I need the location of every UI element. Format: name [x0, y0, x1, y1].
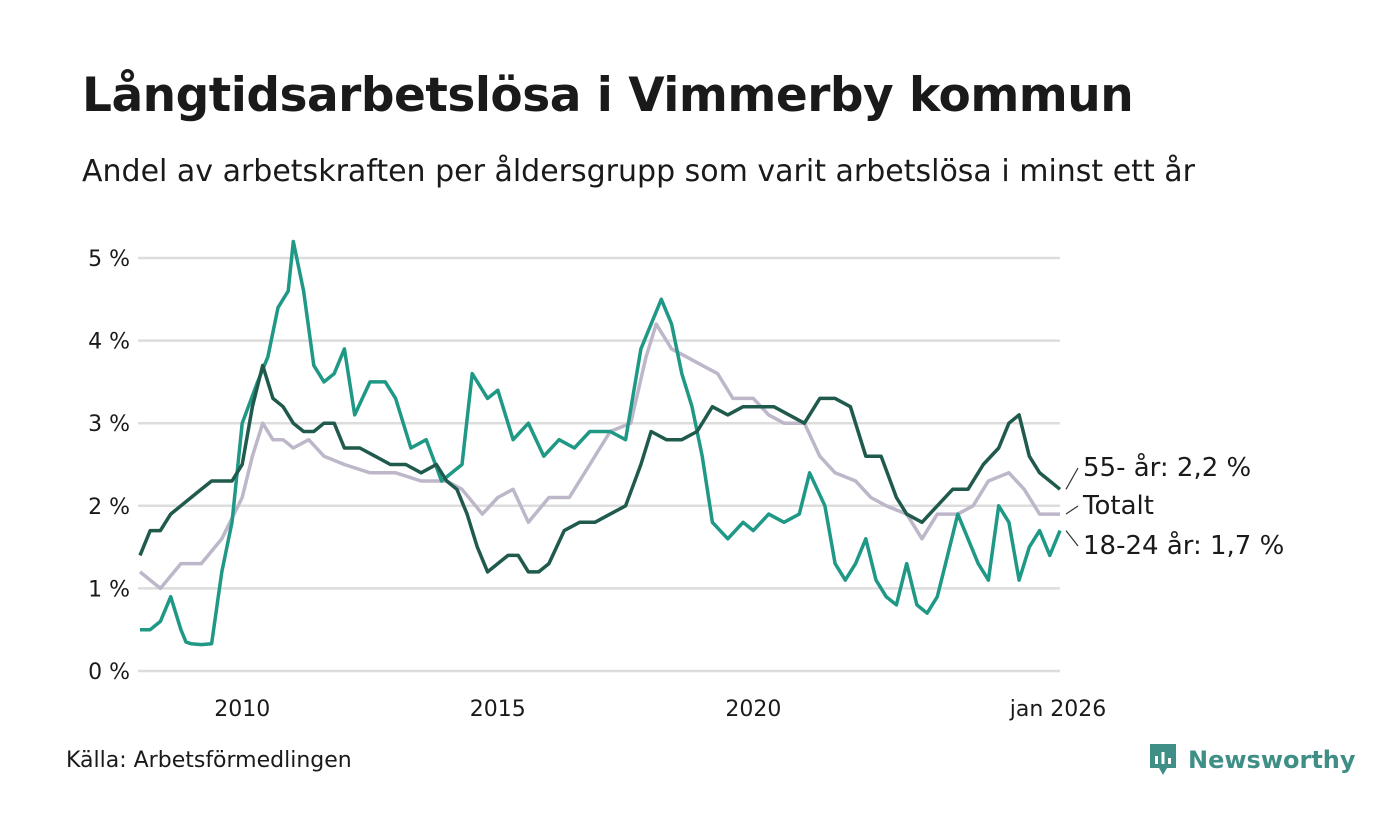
- end-label-leader: [1065, 530, 1079, 547]
- series-line-series_55: [138, 363, 1062, 574]
- y-tick-label: 3 %: [88, 412, 130, 437]
- x-axis-ticks: 2010 2015 2020 jan 2026: [214, 697, 1106, 722]
- y-tick-label: 1 %: [88, 577, 130, 602]
- x-tick-label: jan 2026: [1009, 697, 1107, 722]
- y-tick-label: 0 %: [88, 660, 130, 685]
- y-axis-ticks: 0 % 1 % 2 % 3 % 4 % 5 %: [88, 247, 130, 685]
- x-tick-label: 2015: [470, 697, 526, 722]
- chart-title: Långtidsarbetslösa i Vimmerby kommun: [82, 68, 1134, 123]
- end-label-leader: [1065, 505, 1079, 515]
- y-tick-label: 4 %: [88, 330, 130, 355]
- end-label-series_55: 55- år: 2,2 %: [1083, 452, 1251, 483]
- y-tick-label: 5 %: [88, 247, 130, 272]
- chart-subtitle: Andel av arbetskraften per åldersgrupp s…: [82, 154, 1195, 189]
- end-labels: Totalt 18-24 år: 1,7 % 55- år: 2,2 %: [1065, 452, 1284, 561]
- series-lines: [138, 239, 1062, 647]
- y-tick-label: 2 %: [88, 495, 130, 520]
- x-tick-label: 2020: [725, 697, 781, 722]
- series-line-series_total: [138, 322, 1060, 591]
- end-label-series_total: Totalt: [1082, 491, 1154, 521]
- series-line-series_1824: [140, 239, 1062, 647]
- end-label-series_1824: 18-24 år: 1,7 %: [1083, 530, 1284, 561]
- source-note: Källa: Arbetsförmedlingen: [66, 748, 352, 773]
- brand-name: Newsworthy: [1188, 746, 1356, 774]
- end-label-leader: [1065, 467, 1079, 490]
- x-tick-label: 2010: [214, 697, 270, 722]
- brand-logo[interactable]: Newsworthy: [1148, 742, 1356, 778]
- newsworthy-icon: [1150, 744, 1176, 775]
